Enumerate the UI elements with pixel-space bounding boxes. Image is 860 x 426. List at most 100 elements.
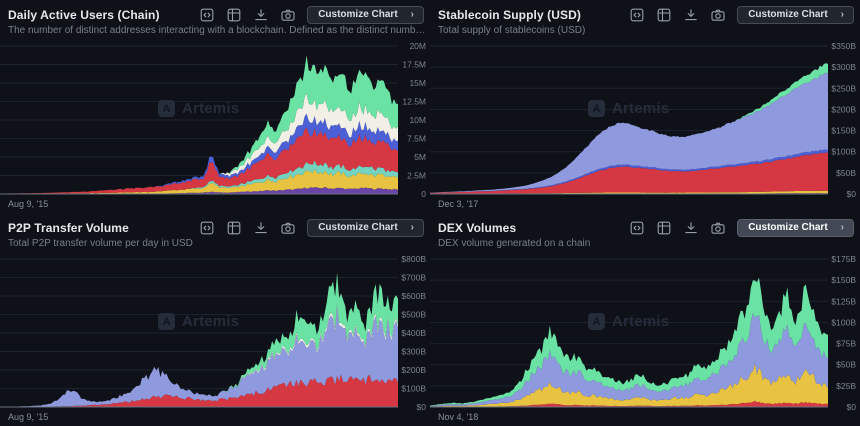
area-series-blue — [0, 113, 398, 194]
stacked-area-chart: $800B $700B $600B $500B $400B $300B $200B $100B… — [0, 254, 427, 411]
y-axis-tick-label: $150B — [831, 126, 856, 136]
chart-actions: Customize Chart › — [629, 218, 856, 237]
area-series-periwinkle — [0, 306, 398, 407]
camera-button[interactable] — [280, 220, 295, 235]
chevron-right-icon: › — [410, 9, 414, 20]
x-axis-start-label: Aug 9, '15 — [8, 199, 49, 209]
embed-icon — [630, 221, 644, 234]
download-icon — [254, 221, 267, 233]
panel-header: DEX Volumes Customize Chart › DEX volume … — [430, 213, 860, 250]
y-axis-tick-label: $350B — [831, 41, 856, 51]
panel-header: P2P Transfer Volume Customize Chart › Tot… — [0, 213, 430, 250]
chevron-right-icon: › — [840, 9, 844, 20]
customize-chart-button[interactable]: Customize Chart › — [737, 218, 854, 237]
table-button[interactable] — [656, 220, 671, 235]
area-series-yellow — [430, 363, 828, 407]
chart-subtitle: The number of distinct addresses interac… — [8, 25, 426, 36]
chart-area[interactable]: $800B $700B $600B $500B $400B $300B $200B $100B… — [0, 251, 430, 411]
y-axis-tick-label: $300B — [831, 62, 856, 72]
chart-area[interactable]: $175B $150B $125B $100B $75B $50B $25B $0 A Art… — [430, 251, 860, 411]
stacked-area-chart: $175B $150B $125B $100B $75B $50B $25B $0 — [430, 254, 856, 411]
chart-title: Stablecoin Supply (USD) — [438, 7, 581, 22]
area-series-green — [0, 272, 398, 407]
y-axis-tick-label: $100B — [831, 147, 856, 157]
chart-subtitle: Total supply of stablecoins (USD) — [438, 25, 586, 36]
chart-subtitle: DEX volume generated on a chain — [438, 238, 591, 249]
table-icon — [657, 8, 671, 21]
y-axis-tick-label: $100B — [831, 317, 856, 327]
y-axis-tick-label: $150B — [831, 275, 856, 285]
area-series-red — [430, 152, 828, 194]
chart-title: DEX Volumes — [438, 220, 517, 235]
download-icon — [684, 221, 697, 233]
camera-icon — [281, 222, 295, 234]
table-icon — [657, 221, 671, 234]
download-button[interactable] — [683, 220, 698, 235]
y-axis-tick-label: $250B — [831, 83, 856, 93]
download-button[interactable] — [683, 7, 698, 22]
y-axis-tick-label: 12.5M — [402, 97, 426, 107]
chart-area[interactable]: 20M 17.5M 15M 12.5M 10M 7.5M 5M 2.5M 0 A Artemis — [0, 38, 430, 198]
y-axis-tick-label: $175B — [831, 254, 856, 264]
chevron-right-icon: › — [840, 222, 844, 233]
table-button[interactable] — [226, 220, 241, 235]
area-series-purple — [0, 186, 398, 194]
embed-icon — [630, 8, 644, 21]
y-axis-tick-label: $100B — [401, 384, 426, 394]
camera-button[interactable] — [280, 7, 295, 22]
y-axis-tick-label: 7.5M — [407, 134, 426, 144]
y-axis-tick-label: 2.5M — [407, 171, 426, 181]
customize-chart-label: Customize Chart — [748, 9, 828, 20]
table-icon — [227, 8, 241, 21]
y-axis-tick-label: $400B — [401, 328, 426, 338]
y-axis-tick-label: 10M — [409, 115, 426, 125]
customize-chart-button[interactable]: Customize Chart › — [737, 5, 854, 24]
stacked-area-chart: $350B $300B $250B $200B $150B $100B $50B $0 — [430, 41, 856, 198]
chart-panel-daily-active-users: Daily Active Users (Chain) Customize Cha… — [0, 0, 430, 213]
camera-button[interactable] — [710, 220, 725, 235]
download-icon — [684, 8, 697, 20]
chart-actions: Customize Chart › — [199, 5, 426, 24]
table-button[interactable] — [656, 7, 671, 22]
camera-button[interactable] — [710, 7, 725, 22]
area-series-yellow — [430, 190, 828, 194]
table-icon — [227, 221, 241, 234]
area-series-red — [0, 374, 398, 407]
area-series-teal — [0, 160, 398, 194]
embed-button[interactable] — [199, 7, 214, 22]
area-series-white — [0, 93, 398, 194]
area-series-green — [430, 277, 828, 406]
y-axis-tick-label: $200B — [401, 365, 426, 375]
y-axis-tick-label: 15M — [409, 78, 426, 88]
panel-header: Stablecoin Supply (USD) Customize Chart ›… — [430, 0, 860, 37]
customize-chart-label: Customize Chart — [318, 222, 398, 233]
download-icon — [254, 8, 267, 20]
embed-button[interactable] — [629, 7, 644, 22]
area-series-yellow — [0, 169, 398, 194]
chart-panel-p2p-transfer-volume: P2P Transfer Volume Customize Chart › Tot… — [0, 213, 430, 426]
area-series-green — [0, 55, 398, 194]
embed-icon — [200, 8, 214, 21]
y-axis-tick-label: 20M — [409, 41, 426, 51]
download-button[interactable] — [253, 7, 268, 22]
customize-chart-label: Customize Chart — [318, 9, 398, 20]
customize-chart-button[interactable]: Customize Chart › — [307, 218, 424, 237]
customize-chart-button[interactable]: Customize Chart › — [307, 5, 424, 24]
download-button[interactable] — [253, 220, 268, 235]
area-series-periwinkle — [430, 313, 828, 407]
panel-header: Daily Active Users (Chain) Customize Cha… — [0, 0, 430, 37]
chart-actions: Customize Chart › — [199, 218, 426, 237]
chart-actions: Customize Chart › — [629, 5, 856, 24]
chart-title: Daily Active Users (Chain) — [8, 7, 160, 22]
area-series-red — [0, 128, 398, 194]
camera-icon — [281, 9, 295, 21]
table-button[interactable] — [226, 7, 241, 22]
y-axis-tick-label: $500B — [401, 310, 426, 320]
embed-button[interactable] — [629, 220, 644, 235]
embed-button[interactable] — [199, 220, 214, 235]
customize-chart-label: Customize Chart — [748, 222, 828, 233]
chart-area[interactable]: $350B $300B $250B $200B $150B $100B $50B $0 A A… — [430, 38, 860, 198]
y-axis-tick-label: $200B — [831, 104, 856, 114]
y-axis-tick-label: $0 — [417, 402, 427, 411]
